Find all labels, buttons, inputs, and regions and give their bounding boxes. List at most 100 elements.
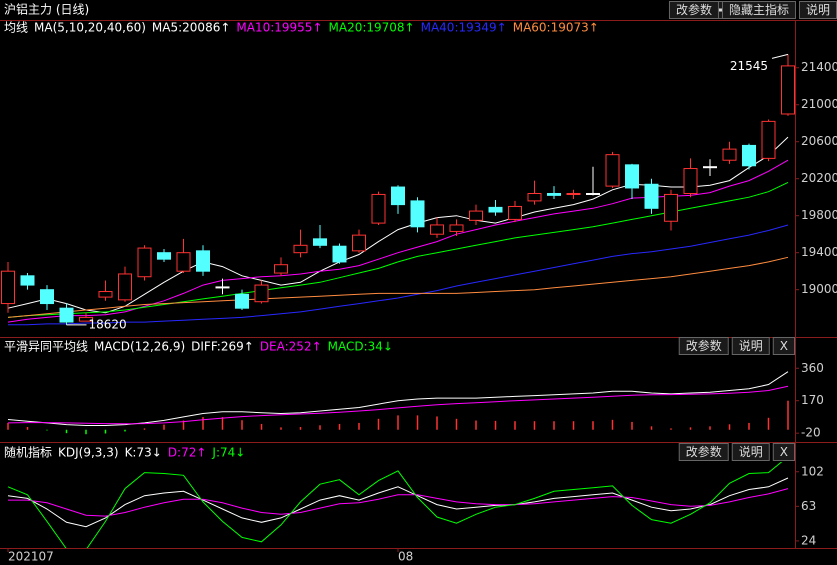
button-box[interactable] [678,443,729,461]
legend-text: J:74↓ [211,446,245,460]
candle-body [98,291,113,298]
candle-body [391,186,405,206]
legend-text: DEA:252↑ [260,340,322,354]
candle-body [430,224,444,235]
indicator-line [7,477,789,528]
candle-body [1,270,15,305]
chart-title: 沪铝主力 (日线) [4,2,89,17]
button-label[interactable]: X [780,445,788,459]
max-pointer [771,53,789,59]
y-tick-label: 170 [801,393,824,407]
y-tick-label: 21000 [801,97,837,111]
candle-body [566,193,581,196]
candle-body [79,316,93,322]
button[interactable]: X [772,443,795,461]
button[interactable]: 改参数 [678,337,729,355]
button-box[interactable] [678,337,729,355]
button-label[interactable]: X [780,339,788,353]
legend-text: DIFF:269↑ [191,340,254,354]
candle-body [313,238,327,246]
candle-body [781,65,795,115]
candle-body [59,307,74,323]
candle-body [527,193,542,202]
candle-body [20,275,35,286]
y-tick-label: 20200 [801,171,837,185]
candle-body [625,164,639,189]
plot [7,462,789,548]
y-tick-label: 24 [801,533,816,547]
button-box[interactable] [772,443,795,461]
button[interactable]: 说明 [798,1,837,19]
candle-body [449,224,464,232]
legend-text: D:72↑ [168,446,207,460]
candle-body [644,183,659,209]
button[interactable]: 改参数 [668,1,719,19]
button-label[interactable]: 隐藏主指标 [729,2,789,17]
min-label: 18620 [89,317,127,331]
candle-body [293,244,308,254]
max-label: 21545 [730,59,768,73]
indicator-line [7,256,789,318]
button-label[interactable]: 改参数 [686,338,722,353]
y-tick-label: 21400 [801,60,837,74]
candle-body [215,286,230,289]
candle-body [40,289,54,305]
legend-text: MACD(12,26,9) [94,340,185,354]
candle-body [605,154,620,187]
candle-body [254,284,269,303]
button-label[interactable]: 说明 [806,2,830,17]
legend-text: MA20:19708↑ [329,21,415,35]
button-label[interactable]: 说明 [739,338,763,353]
y-tick-label: 19400 [801,245,837,259]
candle-body [137,247,152,278]
candle-body [761,120,776,159]
candle-body [235,293,249,309]
y-tick-label: 19000 [801,282,837,296]
candle-body [703,166,717,169]
button-box[interactable] [668,1,719,19]
candle-body [488,206,503,213]
y-tick-label: 20600 [801,134,837,148]
legend-text: KDJ(9,3,3) [58,446,119,460]
button-box[interactable] [731,443,770,461]
indicator-line [8,488,789,517]
button[interactable]: 说明 [731,443,770,461]
button-box[interactable] [772,337,795,355]
button-label[interactable]: 改参数 [686,444,722,459]
candle-body [196,250,210,272]
legend-text: 平滑异同平均线 [4,340,88,354]
button-box[interactable] [721,1,796,19]
x-tick-label: 202107 [8,550,54,564]
candle-body [410,200,425,228]
indicator-line [8,224,789,326]
y-tick-label: 19800 [801,208,837,222]
legend-text: 随机指标 [4,445,52,460]
candle-body [683,168,698,195]
plot [7,371,789,435]
button[interactable]: 隐藏主指标 [721,1,796,19]
indicator-line [7,181,789,318]
button-label[interactable]: 改参数 [676,2,712,17]
plot [1,54,795,326]
frame [0,20,837,549]
candle-body [586,193,600,196]
legend-text: MA60:19073↑ [513,21,599,35]
legend-text: MA40:19349↑ [421,21,507,35]
legend-text: 均线 [4,21,28,35]
candle-body [332,245,347,263]
candle-body [274,264,288,274]
candle-body [157,252,171,260]
button[interactable]: 说明 [731,337,770,355]
y-tick-label: 102 [801,464,824,478]
button-box[interactable] [731,337,770,355]
candle-body [469,210,483,221]
button[interactable]: X [772,337,795,355]
legend-text: MA5:20086↑ [152,21,230,35]
y-tick-label: 63 [801,499,816,513]
candle-body [742,144,756,167]
button[interactable]: 改参数 [678,443,729,461]
button-label[interactable]: 说明 [739,444,763,459]
candle-body [508,205,522,220]
